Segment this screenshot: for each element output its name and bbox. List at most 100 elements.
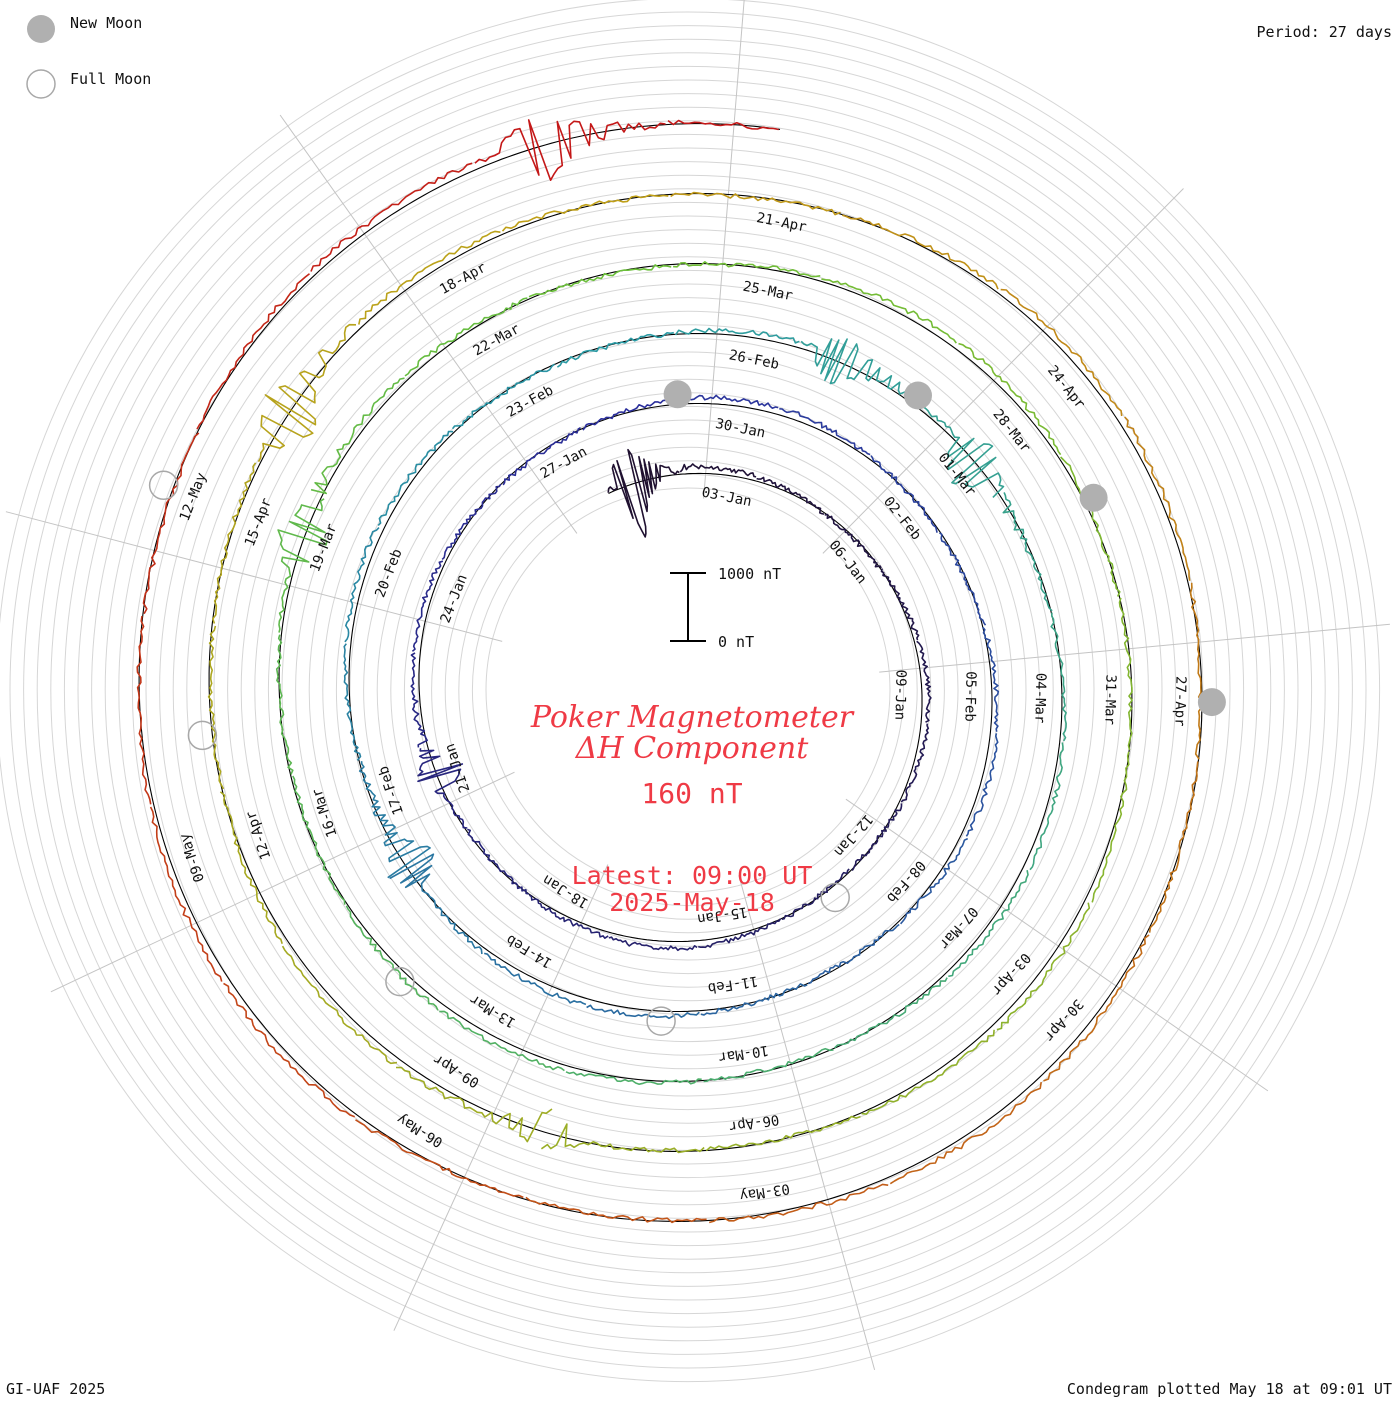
period-label: Period: 27 days bbox=[1256, 23, 1392, 41]
date-label: 13-Mar bbox=[467, 991, 519, 1031]
grid-ring bbox=[36, 38, 1340, 1342]
series-line bbox=[484, 952, 587, 1006]
series-line bbox=[410, 652, 428, 748]
series-line bbox=[807, 923, 900, 985]
day-spoke bbox=[50, 771, 515, 993]
grid-ring bbox=[281, 283, 1095, 1097]
new-moon-marker bbox=[1197, 688, 1226, 717]
series-line bbox=[439, 1010, 565, 1072]
series-line bbox=[358, 760, 431, 879]
grid-ring bbox=[145, 147, 1231, 1233]
series-line bbox=[841, 214, 999, 290]
series-line bbox=[502, 427, 581, 486]
grid-ring bbox=[458, 460, 918, 920]
full-moon-marker bbox=[820, 882, 850, 913]
scale-bar-bottom-label: 0 nT bbox=[718, 633, 754, 651]
grid-ring bbox=[349, 351, 1027, 1029]
series-line bbox=[404, 297, 528, 377]
series-line bbox=[1148, 761, 1199, 933]
grid-ring bbox=[104, 106, 1272, 1274]
chart-title: Poker Magnetometer bbox=[530, 700, 855, 735]
grid-ring bbox=[254, 256, 1122, 1124]
series-line bbox=[389, 853, 483, 955]
date-label: 27-Apr bbox=[1171, 676, 1188, 727]
grid-ring bbox=[23, 25, 1353, 1355]
series-line bbox=[310, 162, 473, 272]
latest-date: 2025-May-18 bbox=[609, 888, 775, 917]
series-line bbox=[292, 775, 346, 905]
series-line bbox=[1043, 934, 1150, 1082]
series-line bbox=[451, 363, 556, 430]
grid-ring bbox=[199, 201, 1177, 1179]
grid-ring bbox=[91, 93, 1285, 1287]
series-line bbox=[525, 1196, 707, 1224]
series-traces bbox=[136, 119, 1203, 1224]
latest-time: Latest: 09:00 UT bbox=[572, 861, 813, 890]
series-line bbox=[1000, 288, 1123, 417]
date-label: 15-Jan bbox=[696, 903, 748, 926]
series-line bbox=[916, 640, 932, 723]
grid-ring bbox=[471, 473, 905, 907]
full-moon-marker bbox=[646, 1006, 676, 1036]
grid-ring bbox=[485, 487, 891, 893]
series-line bbox=[1050, 612, 1067, 742]
series-line bbox=[880, 568, 920, 641]
date-label: 06-Apr bbox=[728, 1111, 780, 1134]
grid-ring bbox=[50, 52, 1326, 1328]
series-24-Feb-to-22-Mar bbox=[275, 297, 1067, 1085]
series-line bbox=[700, 983, 808, 1016]
series-line bbox=[501, 194, 669, 232]
series-line bbox=[1029, 742, 1064, 871]
series-line bbox=[345, 905, 439, 1011]
series-line bbox=[705, 1115, 861, 1152]
series-line bbox=[781, 868, 850, 920]
grid-ring bbox=[431, 433, 945, 947]
series-01-Jan-to-27-Jan bbox=[410, 427, 932, 952]
day-spoke bbox=[822, 188, 1184, 554]
series-line bbox=[679, 463, 757, 478]
date-label: 31-Mar bbox=[1101, 674, 1118, 725]
grid-ring bbox=[417, 419, 959, 961]
series-16-May-to-18-May bbox=[474, 119, 779, 181]
grid-ring bbox=[376, 378, 1000, 1002]
date-label: 03-Jan bbox=[700, 484, 753, 510]
day-spoke bbox=[879, 623, 1390, 673]
grid-ring bbox=[9, 11, 1367, 1369]
series-line bbox=[608, 936, 698, 952]
series-line bbox=[411, 560, 444, 652]
series-line bbox=[207, 625, 225, 790]
series-line bbox=[965, 733, 999, 837]
date-label: 30-Jan bbox=[714, 416, 767, 442]
series-line bbox=[708, 1183, 889, 1224]
series-line bbox=[900, 723, 930, 803]
grid-ring bbox=[363, 365, 1013, 1015]
series-line bbox=[395, 1066, 553, 1143]
series-line bbox=[344, 527, 380, 643]
series-line bbox=[673, 261, 821, 278]
date-label: 27-Jan bbox=[538, 444, 590, 482]
day-spoke bbox=[5, 511, 503, 642]
chart-subtitle: ΔH Component bbox=[575, 731, 809, 766]
series-line bbox=[698, 918, 782, 949]
series-line bbox=[939, 532, 987, 626]
series-line bbox=[377, 430, 454, 526]
day-spoke bbox=[845, 798, 1269, 1092]
date-label: 06-May bbox=[394, 1110, 446, 1150]
grid-ring bbox=[267, 269, 1109, 1111]
day-spoke bbox=[738, 875, 876, 1371]
series-line bbox=[1124, 416, 1191, 581]
grid-ring bbox=[186, 188, 1190, 1192]
series-line bbox=[540, 1123, 705, 1154]
series-line bbox=[281, 945, 398, 1065]
grid-ring bbox=[308, 310, 1068, 1070]
series-28-Jan-to-23-Feb bbox=[343, 363, 1000, 1020]
grid-ring bbox=[0, 0, 1380, 1382]
grid-ring bbox=[322, 324, 1054, 1056]
series-line bbox=[948, 870, 1029, 978]
series-line bbox=[667, 119, 779, 131]
series-line bbox=[996, 902, 1091, 1031]
series-line bbox=[223, 982, 355, 1118]
series-line bbox=[467, 828, 529, 895]
series-line bbox=[1091, 751, 1130, 903]
scale-bar-top-label: 1000 nT bbox=[718, 565, 781, 583]
